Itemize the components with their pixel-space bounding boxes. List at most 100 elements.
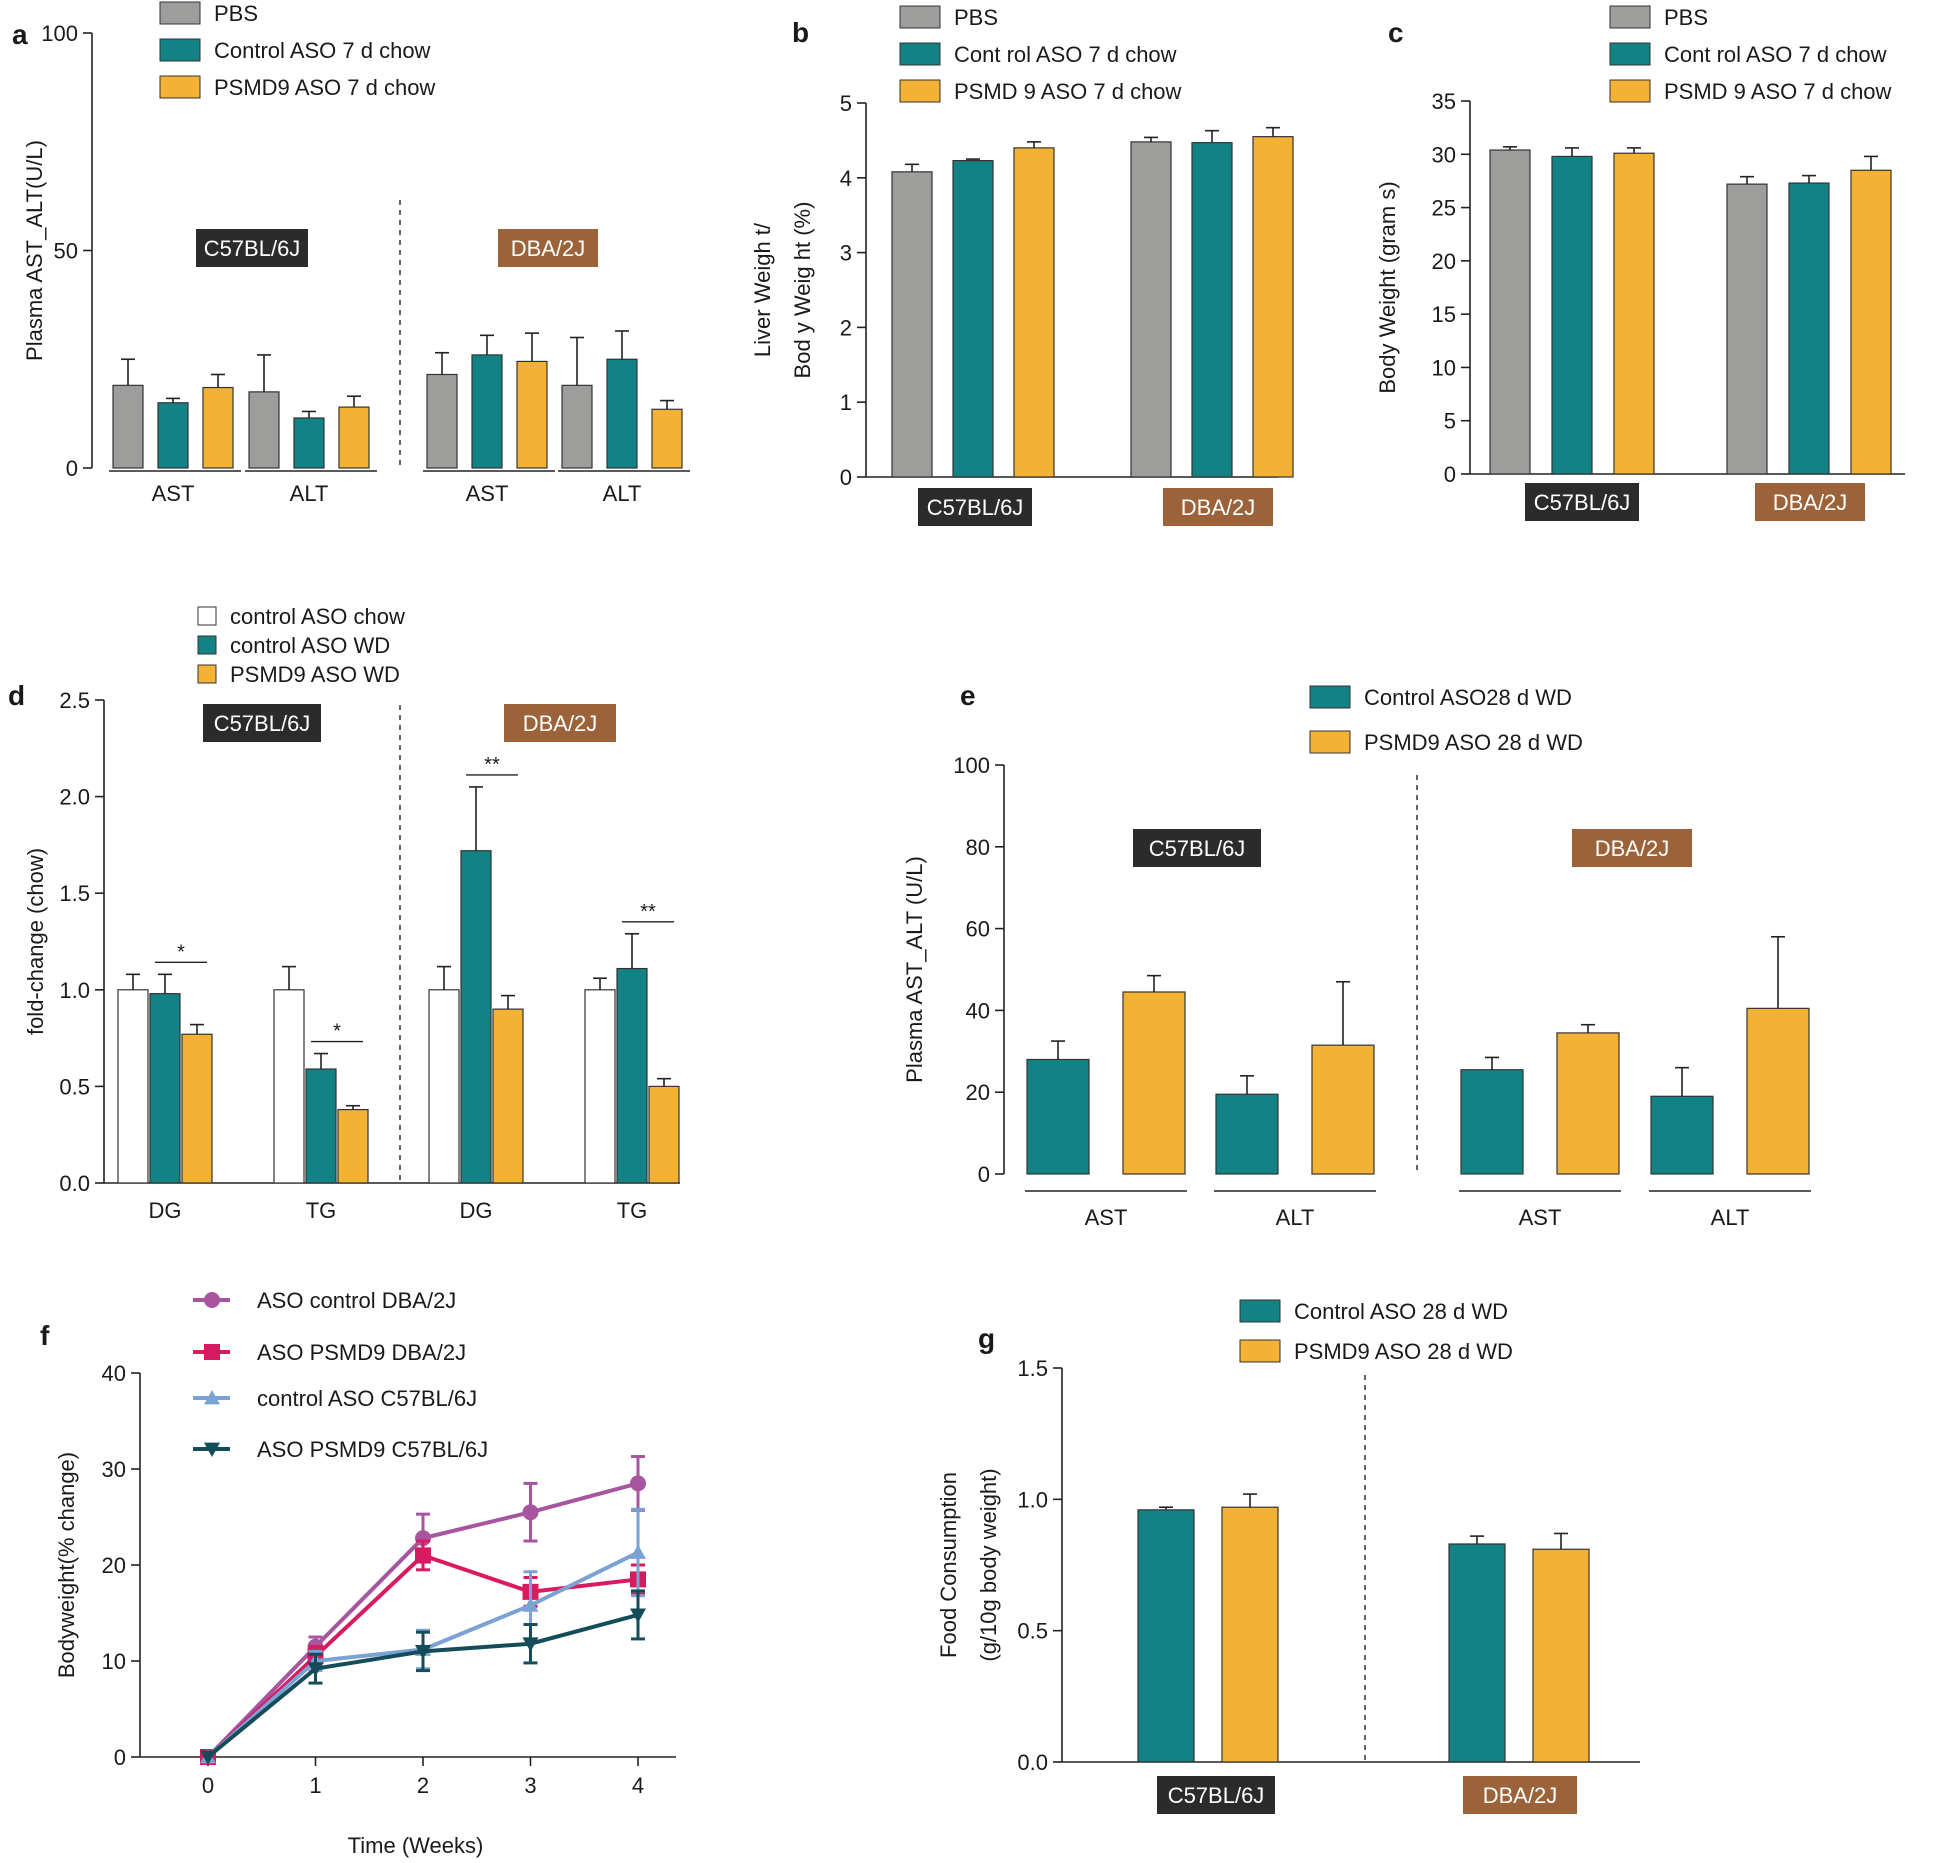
- panel-d-y-tick-label: 2.0: [59, 785, 90, 810]
- panel-c-bar: [1726, 183, 1768, 475]
- panel-b-legend-item-label: PBS: [954, 5, 998, 30]
- panel-d-strain-dba-box: [504, 704, 616, 742]
- panel-e-y-tick-label: 100: [953, 753, 990, 778]
- panel-b-legend-item-swatch: [899, 79, 941, 103]
- panel-e-legend-item-label: PSMD9 ASO 28 d WD: [1364, 730, 1583, 755]
- panel-d-bar: [616, 967, 648, 1184]
- panel-f-point: [415, 1645, 431, 1660]
- panel-f-y-tick-label: 0: [114, 1745, 126, 1770]
- panel-e-bar: [1215, 1093, 1279, 1175]
- panel-d-y-label: fold-change (chow): [23, 848, 48, 1035]
- panel-c-y-tick-label: 15: [1432, 302, 1456, 327]
- panel-g-bar: [1448, 1543, 1506, 1763]
- panel-b-y-tick-label: 1: [840, 390, 852, 415]
- panel-b-legend-item-swatch: [899, 42, 941, 66]
- panel-a-bar: [426, 373, 458, 469]
- panel-b-strain-c57-label: C57BL/6J: [927, 495, 1024, 520]
- panel-d-strain-c57-box: [203, 704, 321, 742]
- panel-b-y-label-line1: Liver Weigh t/: [750, 222, 775, 357]
- panel-e-strain-dba-label: DBA/2J: [1595, 836, 1670, 861]
- panel-a-group-label: AST: [466, 481, 509, 506]
- panel-d-bar: [648, 1085, 680, 1184]
- panel-g-legend-item-swatch: [1239, 1299, 1281, 1323]
- panel-f-y-tick-label: 40: [102, 1361, 126, 1386]
- panel-a-bar: [112, 384, 144, 469]
- panel-d-bar: [117, 989, 149, 1184]
- panel-c-y-tick-label: 35: [1432, 89, 1456, 114]
- panel-f-legend-label: ASO control DBA/2J: [257, 1288, 456, 1313]
- panel-c-bar: [1788, 182, 1830, 475]
- panel-a-group-label: ALT: [290, 481, 329, 506]
- panel-a-bar: [157, 402, 189, 469]
- panel-g-strain-dba-label: DBA/2J: [1483, 1783, 1558, 1808]
- panel-f-x-tick-label: 2: [417, 1773, 429, 1798]
- panel-a-bar: [338, 406, 370, 469]
- panel-a-bar: [202, 386, 234, 469]
- panel-d-group-label: DG: [460, 1198, 493, 1223]
- panel-e-group-label: AST: [1085, 1205, 1128, 1230]
- panel-c-y-tick-label: 5: [1444, 409, 1456, 434]
- panel-e-strain-c57-box: [1133, 829, 1261, 867]
- panel-f-point: [307, 1662, 324, 1677]
- panel-d-sig-label: *: [177, 941, 185, 963]
- panel-b-y-tick-label: 0: [840, 465, 852, 490]
- panel-d-bar: [584, 989, 616, 1184]
- panel-f-y-label: Bodyweight(% change): [54, 1452, 79, 1678]
- panel-e-bar: [1746, 1007, 1810, 1175]
- panel-f-legend-label: ASO PSMD9 DBA/2J: [257, 1340, 466, 1365]
- panel-e-y-tick-label: 0: [978, 1162, 990, 1187]
- panel-c-y-tick-label: 20: [1432, 249, 1456, 274]
- panel-a-letter: a: [12, 19, 28, 50]
- panel-e-strain-dba-box: [1572, 829, 1692, 867]
- panel-d-legend-item-label: control ASO WD: [230, 633, 390, 658]
- panel-a-group-label: AST: [152, 481, 195, 506]
- panel-e-group-label: AST: [1519, 1205, 1562, 1230]
- panel-d-y-tick-label: 1.5: [59, 881, 90, 906]
- panel-e-bar: [1311, 1044, 1375, 1175]
- panel-f-point: [630, 1475, 646, 1492]
- panel-e-bar: [1122, 991, 1186, 1175]
- panel-d-strain-c57-label: C57BL/6J: [214, 711, 311, 736]
- panel-d-legend-item-label: control ASO chow: [230, 604, 405, 629]
- panel-g-letter: g: [978, 1323, 995, 1354]
- panel-f-point: [415, 1547, 431, 1564]
- panel-g-y-tick-label: 0.5: [1017, 1619, 1048, 1644]
- panel-a-strain-c57-label: C57BL/6J: [204, 236, 301, 261]
- panel-f-point: [200, 1750, 216, 1765]
- panel-c-bar: [1850, 169, 1892, 475]
- panel-g-legend-item-label: PSMD9 ASO 28 d WD: [1294, 1339, 1513, 1364]
- panel-b-bar: [952, 159, 994, 478]
- panel-a-legend-item-swatch: [159, 1, 201, 25]
- panel-e-group-label: ALT: [1711, 1205, 1750, 1230]
- panel-d-legend-item-label: PSMD9 ASO WD: [230, 662, 400, 687]
- panel-a-bar: [516, 360, 548, 469]
- panel-c-y-tick-label: 25: [1432, 196, 1456, 221]
- panel-c-legend-item-label: PSMD 9 ASO 7 d chow: [1664, 79, 1892, 104]
- panel-f-legend-marker: [204, 1292, 220, 1308]
- panel-g-y-tick-label: 1.5: [1017, 1356, 1048, 1381]
- panel-f-y-tick-label: 30: [102, 1457, 126, 1482]
- panel-e-y-tick-label: 20: [966, 1080, 990, 1105]
- panel-d-letter: d: [8, 680, 25, 711]
- panel-f-point: [522, 1597, 539, 1612]
- panel-g-strain-dba-box: [1463, 1776, 1577, 1814]
- panel-e-bar: [1460, 1069, 1524, 1175]
- panel-a-legend-item-swatch: [159, 75, 201, 99]
- panel-c-legend-item-swatch: [1609, 5, 1651, 29]
- panel-d-bar: [428, 989, 460, 1184]
- panel-a-bar: [248, 391, 280, 469]
- panel-d-bar: [492, 1008, 524, 1184]
- panel-c-y-tick-label: 30: [1432, 142, 1456, 167]
- panel-c-legend-item-label: Cont rol ASO 7 d chow: [1664, 42, 1887, 67]
- panel-d-group-label: DG: [149, 1198, 182, 1223]
- panel-f-legend-label: control ASO C57BL/6J: [257, 1386, 477, 1411]
- panel-d-strain-dba-label: DBA/2J: [523, 711, 598, 736]
- panel-d-group-label: TG: [306, 1198, 337, 1223]
- panel-d-bar: [305, 1068, 337, 1184]
- panel-f-x-tick-label: 4: [632, 1773, 644, 1798]
- panel-a-bar: [606, 358, 638, 469]
- panel-c-strain-c57-label: C57BL/6J: [1534, 490, 1631, 515]
- panel-g-bar: [1137, 1509, 1195, 1763]
- panel-b-letter: b: [792, 17, 809, 48]
